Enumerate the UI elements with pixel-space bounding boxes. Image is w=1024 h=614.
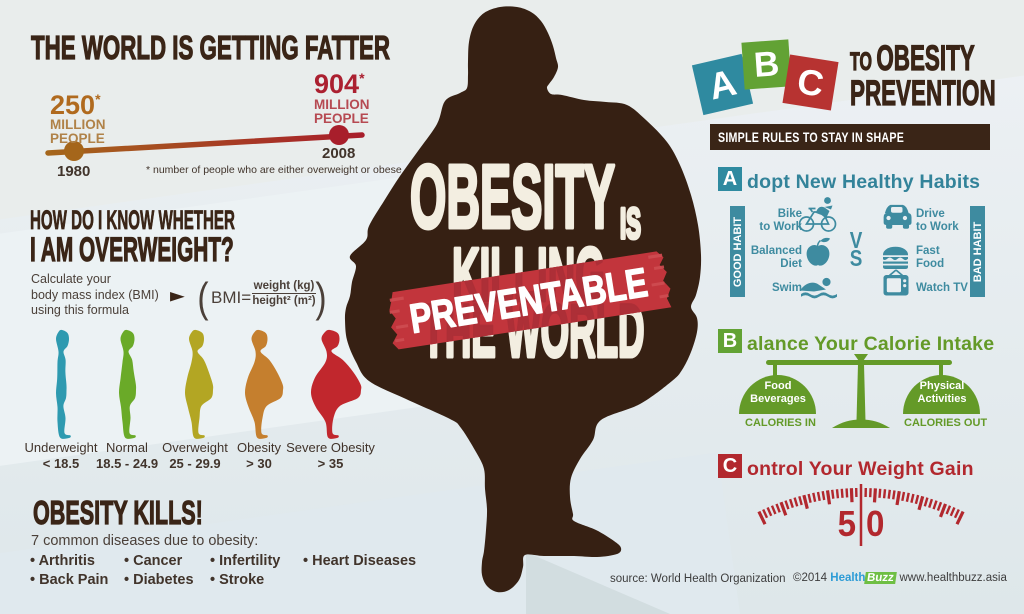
svg-text:OBESITY: OBESITY [410, 147, 615, 247]
svg-text:Activities: Activities [918, 393, 967, 405]
svg-text:Beverages: Beverages [750, 393, 806, 405]
svg-text:0: 0 [866, 505, 884, 545]
svg-text:Food: Food [765, 380, 792, 392]
svg-text:Physical: Physical [920, 380, 965, 392]
svg-text:IS: IS [620, 200, 641, 248]
svg-text:5: 5 [838, 505, 856, 545]
